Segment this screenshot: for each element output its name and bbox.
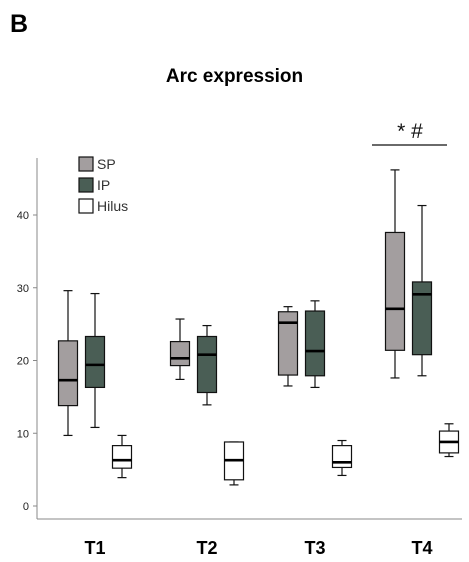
box-ip (84, 335, 106, 389)
x-tick-label: T3 (304, 538, 325, 558)
legend-label: SP (97, 156, 116, 172)
y-tick-label: 10 (17, 428, 29, 440)
x-tick-label: T2 (196, 538, 217, 558)
legend-swatch (78, 156, 94, 172)
significance-marker: * # (397, 120, 423, 143)
box-ip (304, 310, 326, 377)
box-sp (169, 340, 191, 367)
chart-title: Arc expression (165, 66, 304, 87)
box-hilus (331, 445, 353, 469)
box-hilus (111, 445, 133, 469)
box-sp (277, 311, 299, 376)
y-tick-label: 0 (23, 501, 29, 513)
legend-swatch (78, 198, 94, 214)
x-tick-label: T1 (84, 538, 105, 558)
box-sp (384, 231, 406, 351)
box-ip (196, 335, 218, 394)
y-tick-label: 30 (17, 283, 29, 295)
box-sp (57, 340, 79, 407)
y-tick-label: 20 (17, 356, 29, 368)
legend-swatch (78, 177, 94, 193)
box-ip (411, 281, 433, 356)
legend-label: Hilus (97, 198, 128, 214)
y-tick-label: 40 (17, 210, 29, 222)
legend-label: IP (97, 177, 110, 193)
x-tick-label: T4 (411, 538, 432, 558)
panel-letter: B (10, 10, 29, 38)
